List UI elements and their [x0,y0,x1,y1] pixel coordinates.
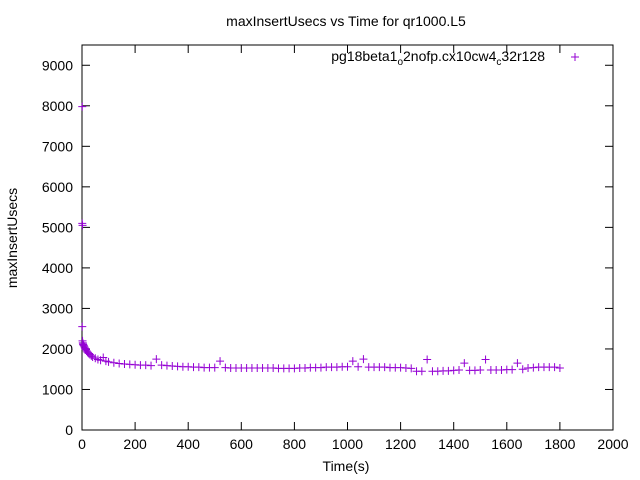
y-axis-label: maxInsertUsecs [4,188,20,288]
data-point [359,355,368,364]
legend-label: pg18beta1o2nofp.cx10cw4c32r128 [331,48,545,68]
x-tick-label: 400 [177,436,201,452]
legend-text-part: 32r128 [501,48,545,64]
legend-text-part: pg18beta1 [331,48,397,64]
x-tick-label: 1800 [544,436,575,452]
legend-subscript-part: o [397,57,403,68]
x-tick-label: 800 [283,436,307,452]
x-tick-label: 1600 [491,436,522,452]
y-tick-label: 3000 [42,300,73,316]
x-tick-label: 2000 [597,436,628,452]
legend: pg18beta1o2nofp.cx10cw4c32r128 [331,48,579,68]
data-point [79,340,88,349]
data-point [518,365,527,374]
y-tick-label: 9000 [42,57,73,73]
y-tick-label: 4000 [42,260,73,276]
data-point [460,359,469,368]
data-point [513,359,522,368]
data-point [481,355,490,364]
y-tick-label: 7000 [42,138,73,154]
y-axis-ticks: 0 1000 2000 3000 4000 5000 6000 7000 8000 9000 [42,57,613,438]
data-point [210,363,219,372]
x-tick-label: 0 [78,436,86,452]
data-point [407,364,416,373]
legend-text-part: 2nofp.cx10cw4 [403,48,497,64]
data-point [152,355,161,364]
x-tick-label: 1200 [385,436,416,452]
x-tick-label: 1400 [438,436,469,452]
data-point [216,357,225,366]
x-axis-ticks: 0 200 400 600 800 1000 1200 1400 1600 1800 2000 [78,45,629,452]
y-tick-label: 0 [65,422,73,438]
x-tick-label: 1000 [332,436,363,452]
y-tick-label: 6000 [42,179,73,195]
series-points [78,102,564,376]
data-point [78,221,87,230]
data-point [104,357,113,366]
data-point [476,366,485,375]
data-point [455,366,464,375]
data-point [147,361,156,370]
y-tick-label: 1000 [42,381,73,397]
data-point [109,358,118,367]
data-point [423,355,432,364]
x-tick-label: 200 [123,436,147,452]
data-point [78,322,87,331]
x-axis-label: Time(s) [323,458,370,474]
data-point [555,363,564,372]
legend-subscript-part: c [496,57,501,68]
y-tick-label: 2000 [42,341,73,357]
data-point [81,344,90,353]
x-tick-label: 600 [230,436,254,452]
data-point [550,363,559,372]
y-tick-label: 8000 [42,98,73,114]
y-tick-label: 5000 [42,219,73,235]
data-point [417,367,426,376]
legend-marker [571,53,579,61]
data-point [508,365,517,374]
data-point [348,357,357,366]
data-point [78,102,87,111]
data-point [343,362,352,371]
chart-title: maxInsertUsecs vs Time for qr1000.L5 [226,13,466,29]
data-point [354,362,363,371]
